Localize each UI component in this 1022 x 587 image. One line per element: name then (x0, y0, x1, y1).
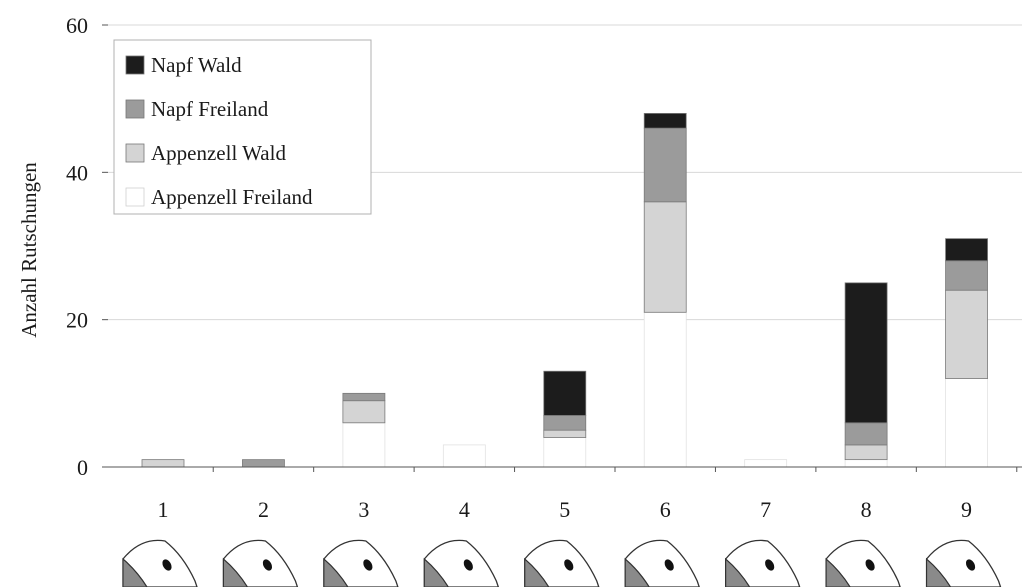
slope-surface (725, 539, 801, 587)
legend-label: Napf Wald (151, 53, 242, 77)
bar-segment (643, 311, 687, 468)
slope-shape-icon (323, 539, 399, 587)
slope-marker (664, 559, 674, 571)
x-tick-label: 9 (961, 497, 972, 522)
bar-segment (643, 201, 687, 313)
slope-marker (564, 559, 574, 571)
legend-swatch (125, 143, 145, 163)
bar-segment (342, 400, 386, 424)
slope-shape-icon (725, 539, 801, 587)
x-tick-label: 3 (358, 497, 369, 522)
slope-marker (463, 559, 473, 571)
bar-segment (945, 260, 988, 291)
slope-marker (765, 559, 775, 571)
x-tick-label: 2 (258, 497, 269, 522)
legend-label: Appenzell Freiland (151, 185, 313, 209)
y-tick-label: 60 (66, 13, 88, 38)
slope-edge (624, 558, 650, 587)
slope-marker (262, 559, 273, 571)
slope-surface (524, 539, 600, 587)
bar-segment (543, 429, 587, 438)
legend: Napf Wald Napf Freiland Appenzell Wald Appe… (113, 39, 372, 215)
bar-segment (342, 422, 386, 468)
slope-shape-icon (624, 539, 700, 587)
bar-segment (543, 437, 587, 468)
legend-swatch (125, 99, 145, 119)
bar-segment (242, 459, 285, 468)
legend-frame (113, 39, 372, 215)
slope-surface (925, 539, 1002, 587)
slope-edge (323, 558, 349, 587)
x-tick-label: 8 (861, 497, 872, 522)
bar-segment (141, 459, 185, 468)
slope-shape-icon (222, 539, 299, 587)
y-tick-label: 0 (77, 455, 88, 480)
bar-segment (945, 289, 988, 380)
slope-edge (825, 558, 851, 587)
slope-marker (162, 559, 172, 571)
slope-surface (423, 539, 500, 587)
bar-segment (844, 444, 888, 461)
bars (141, 113, 988, 468)
slope-edge (223, 558, 248, 587)
y-tick-label: 20 (66, 308, 88, 333)
slope-edge (122, 558, 148, 587)
slope-surface (222, 539, 299, 587)
bar-segment (643, 127, 687, 203)
slope-edge (725, 558, 751, 587)
slope-marker (865, 559, 875, 571)
y-tick-label: 40 (66, 160, 88, 185)
slope-marker (965, 559, 976, 571)
slope-shape-icon (925, 539, 1002, 587)
x-tick-label: 5 (559, 497, 570, 522)
bar-segment (543, 370, 587, 416)
x-tick-label: 1 (158, 497, 169, 522)
bar-segment (442, 444, 486, 468)
category-icons (122, 539, 1002, 587)
slope-shape-icon (524, 539, 600, 587)
bar-segment (844, 282, 888, 424)
x-tick-label: 7 (760, 497, 771, 522)
slope-shape-icon (825, 539, 901, 587)
bar-segment (643, 113, 687, 129)
bar-segment (543, 415, 587, 431)
bar-segment (844, 459, 888, 468)
bar-segment (945, 378, 988, 468)
y-axis-label: Anzahl Rutschungen (17, 162, 41, 338)
y-tick-labels: 0 20 40 60 (66, 13, 108, 480)
bar-segment (945, 238, 988, 262)
x-tick-label: 4 (459, 497, 470, 522)
slope-edge (524, 558, 550, 587)
slope-edge (926, 558, 952, 587)
legend-label: Napf Freiland (151, 97, 269, 121)
slope-surface (323, 539, 399, 587)
slope-shape-icon (122, 539, 198, 587)
slope-shape-icon (423, 539, 500, 587)
slope-surface (825, 539, 901, 587)
legend-swatch (125, 55, 145, 75)
slope-marker (363, 559, 373, 571)
slope-surface (624, 539, 700, 587)
slope-edge (423, 558, 449, 587)
bar-segment (744, 459, 788, 468)
legend-label: Appenzell Wald (151, 141, 286, 165)
slope-surface (122, 539, 198, 587)
x-tick-label: 6 (660, 497, 671, 522)
legend-swatch (125, 187, 145, 207)
bar-segment (342, 392, 386, 402)
bar-segment (844, 422, 888, 446)
x-tick-labels: 1 2 3 4 5 6 7 8 9 (158, 467, 1018, 522)
